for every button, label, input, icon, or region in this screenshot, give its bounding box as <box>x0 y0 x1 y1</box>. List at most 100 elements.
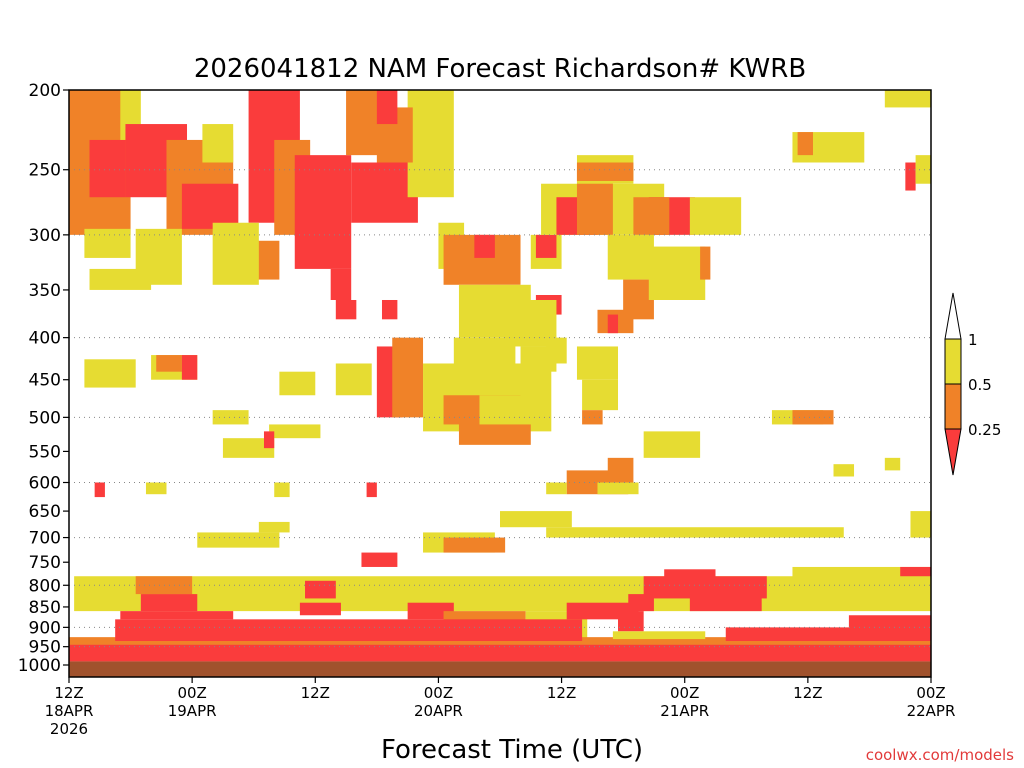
y-tick-label-600: 600 <box>29 473 61 493</box>
ri-region-75 <box>607 457 634 483</box>
x-tick-label-0-2: 2026 <box>50 720 88 738</box>
y-tick-label-200: 200 <box>29 81 61 101</box>
x-tick-label-5-0: 00Z <box>670 684 699 702</box>
x-tick-label-4-0: 12Z <box>547 684 576 702</box>
ri-region-45 <box>884 90 931 108</box>
ri-region-108 <box>69 640 931 662</box>
ri-region-72 <box>335 363 372 396</box>
ri-region-76 <box>597 482 639 495</box>
ri-region-112 <box>848 615 931 630</box>
ri-region-67 <box>263 431 275 449</box>
legend-swatch-yellow <box>944 338 962 385</box>
ri-region-11 <box>351 162 418 223</box>
ground-surface <box>69 661 931 677</box>
x-tick-label-1-1: 19APR <box>168 702 217 720</box>
x-tick-label-1-0: 00Z <box>177 684 206 702</box>
y-tick-label-500: 500 <box>29 408 61 428</box>
legend-label-1: 1 <box>968 331 978 349</box>
ri-region-24 <box>474 234 495 258</box>
ri-region-105 <box>664 569 716 581</box>
ri-region-110 <box>115 619 583 641</box>
ri-region-64 <box>212 410 249 425</box>
ri-region-9 <box>294 155 352 269</box>
x-tick-label-0-0: 12Z <box>54 684 83 702</box>
legend-swatch-red <box>944 428 962 476</box>
ri-region-5 <box>202 124 234 163</box>
x-tick-label-7-1: 22APR <box>907 702 956 720</box>
watermark-link[interactable]: coolwx.com/models <box>866 746 1014 764</box>
ri-region-80 <box>145 482 167 495</box>
ri-region-46 <box>905 162 916 191</box>
ri-region-17 <box>212 222 259 285</box>
y-tick-label-350: 350 <box>29 281 61 301</box>
x-tick-label-6-0: 12Z <box>793 684 822 702</box>
ri-region-95 <box>120 611 234 620</box>
ri-region-84 <box>884 457 901 471</box>
ri-region-99 <box>407 602 454 620</box>
ri-region-77 <box>546 482 567 495</box>
y-tick-label-950: 950 <box>29 638 61 658</box>
ri-region-41 <box>648 246 706 300</box>
ri-region-63 <box>89 268 152 290</box>
ri-region-47 <box>915 155 931 184</box>
y-axis: 200 250 300 350 400 450 500 550 600 650 700 750 8008… <box>18 81 69 676</box>
legend-label-0.25: 0.25 <box>968 421 1001 439</box>
heatmap-cells <box>69 90 931 677</box>
ri-region-114 <box>792 566 931 581</box>
ri-region-115 <box>900 566 931 577</box>
y-tick-label-900: 900 <box>29 618 61 638</box>
ri-region-90 <box>500 511 572 528</box>
y-tick-label-800: 800 <box>29 576 61 596</box>
y-tick-label-850: 850 <box>29 598 61 618</box>
ri-region-81 <box>274 482 290 498</box>
y-tick-label-400: 400 <box>29 329 61 349</box>
x-tick-label-3-0: 00Z <box>424 684 453 702</box>
plot-area <box>68 89 932 678</box>
ri-region-57 <box>582 379 619 411</box>
y-tick-label-250: 250 <box>29 161 61 181</box>
legend-label-0.5: 0.5 <box>968 376 992 394</box>
ri-region-79 <box>94 482 105 498</box>
ri-region-111 <box>725 627 931 641</box>
ri-region-50 <box>392 337 424 418</box>
ri-region-20 <box>335 299 357 320</box>
y-tick-label-450: 450 <box>29 371 61 391</box>
ri-region-56 <box>576 346 619 380</box>
ri-region-106 <box>618 611 644 632</box>
ri-region-69 <box>643 431 701 458</box>
ri-region-85 <box>197 532 280 548</box>
ri-region-32 <box>576 162 634 181</box>
ri-region-92 <box>910 511 931 538</box>
y-tick-label-700: 700 <box>29 529 61 549</box>
ri-region-61 <box>156 355 182 372</box>
ri-region-1 <box>89 139 126 198</box>
ri-region-62 <box>181 355 198 380</box>
ri-region-83 <box>833 464 855 477</box>
x-tick-label-5-1: 21APR <box>660 702 709 720</box>
ri-region-71 <box>792 410 834 425</box>
ri-region-21 <box>381 299 398 320</box>
ri-region-27 <box>535 234 557 258</box>
ri-region-96 <box>305 580 336 599</box>
x-tick-label-2-0: 12Z <box>301 684 330 702</box>
ri-region-78 <box>546 337 567 364</box>
ri-region-97 <box>361 552 398 567</box>
ri-region-107 <box>689 594 762 612</box>
x-tick-label-7-0: 00Z <box>916 684 945 702</box>
ri-region-82 <box>366 482 377 498</box>
plot-frame <box>68 89 932 678</box>
x-tick-label-0-1: 18APR <box>45 702 94 720</box>
y-tick-label-650: 650 <box>29 502 61 522</box>
y-tick-label-1000: 1000 <box>18 656 61 676</box>
y-tick-label-300: 300 <box>29 226 61 246</box>
ri-region-34 <box>633 197 670 235</box>
ri-region-93 <box>135 576 193 595</box>
ri-region-91 <box>74 576 931 612</box>
ri-region-15 <box>330 268 352 300</box>
color-legend: 1 0.5 0.25 <box>944 292 1001 476</box>
x-axis-title: Forecast Time (UTC) <box>381 735 643 765</box>
ri-region-42 <box>700 246 711 280</box>
ri-region-19 <box>84 228 131 258</box>
legend-swatch-orange <box>944 383 962 430</box>
x-tick-label-3-1: 20APR <box>414 702 463 720</box>
